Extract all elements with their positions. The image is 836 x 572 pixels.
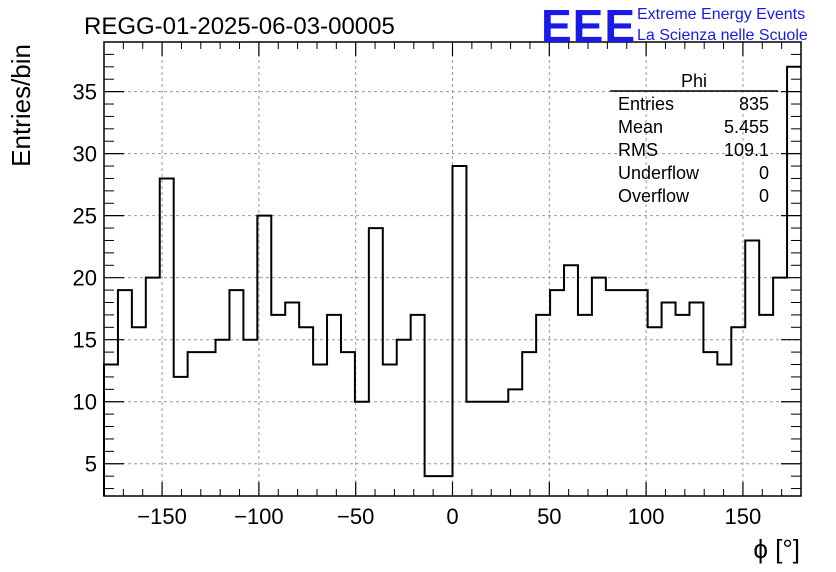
y-tick-label: 30 [73,142,97,167]
logo-line-1: Extreme Energy Events [637,6,805,23]
y-tick-label: 5 [85,452,97,477]
eee-logo: EEE Extreme Energy Events La Scienza nel… [541,0,808,52]
stats-box: Phi Entries 835 Mean 5.455 RMS 109.1 Underflow… [610,71,778,206]
stats-row-label: Overflow [618,186,690,206]
stats-row-value: 0 [759,163,769,183]
y-tick-label: 10 [73,390,97,415]
logo-line-2: La Scienza nelle Scuole [637,27,808,44]
y-axis-title: Entries/bin [6,44,36,167]
stats-row-value: 109.1 [724,140,769,160]
x-axis-title: ϕ [°] [753,534,800,564]
stats-row-value: 5.455 [724,117,769,137]
stats-row-label: Underflow [618,163,700,183]
x-tick-labels: −150 −100 −50 0 50 100 150 [137,504,761,529]
y-tick-label: 35 [73,80,97,105]
x-tick-label: 0 [446,504,458,529]
x-tick-label: 50 [537,504,561,529]
chart-title: REGG-01-2025-06-03-00005 [84,13,395,40]
stats-row-value: 0 [759,186,769,206]
y-tick-label: 25 [73,204,97,229]
stats-row-value: 835 [739,94,769,114]
x-tick-label: −150 [137,504,187,529]
y-tick-label: 15 [73,328,97,353]
y-tick-labels: 5 10 15 20 25 30 35 [73,80,97,477]
stats-row-label: RMS [618,140,658,160]
stats-name: Phi [681,71,707,91]
stats-row-label: Mean [618,117,663,137]
x-tick-label: 150 [725,504,762,529]
logo-mark: EEE [541,0,636,52]
x-tick-label: 100 [628,504,665,529]
stats-rows: Entries 835 Mean 5.455 RMS 109.1 Underflow 0 Ove… [618,94,769,206]
y-tick-label: 20 [73,266,97,291]
x-tick-label: −50 [337,504,374,529]
stats-row-label: Entries [618,94,674,114]
x-tick-label: −100 [234,504,284,529]
histogram-series-line [103,65,801,496]
